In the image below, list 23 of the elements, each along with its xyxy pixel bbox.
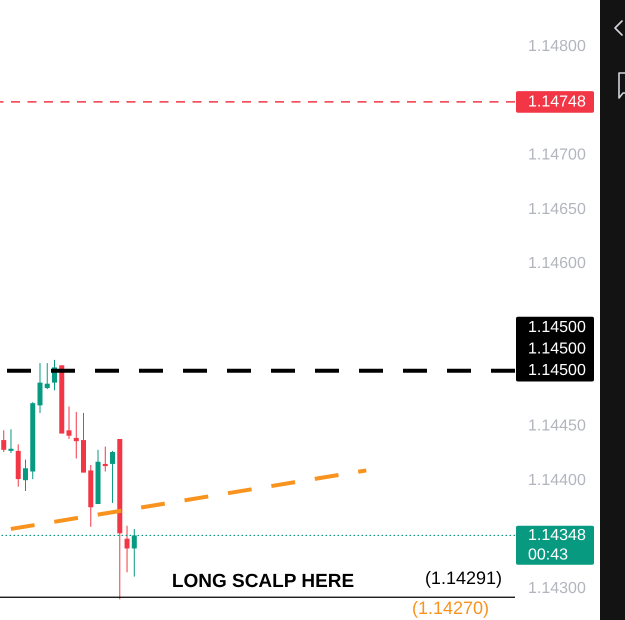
y-tick-label: 1.14650 [528,200,586,218]
candlestick [74,411,79,459]
candlestick [66,406,72,440]
candlestick [44,362,50,390]
y-tick-label: 1.14700 [528,146,586,164]
candlestick [22,459,28,492]
ref-line-label: 1.14348 00:43 [528,526,586,564]
y-tick-label: 1.14800 [528,38,586,56]
y-tick-label: 1.14600 [528,254,586,272]
ref-line-label: 1.14748 [528,93,586,110]
annotation: (1.14270) [412,598,490,620]
candlestick [1,430,6,452]
annotation: LONG SCALP HERE [172,570,354,594]
y-tick-label: 1.14400 [528,472,586,489]
y-tick-label: 1.14300 [528,580,586,598]
candlestick [102,446,108,472]
candlestick [110,450,116,504]
candlestick [37,362,42,414]
ref-line-label: 1.14500 1.14500 1.14500 [528,319,586,380]
y-tick-label: 1.14450 [528,418,586,435]
ref-line-label: (1.14291) [424,568,502,588]
candlestick [124,525,130,573]
candlestick [8,428,14,454]
